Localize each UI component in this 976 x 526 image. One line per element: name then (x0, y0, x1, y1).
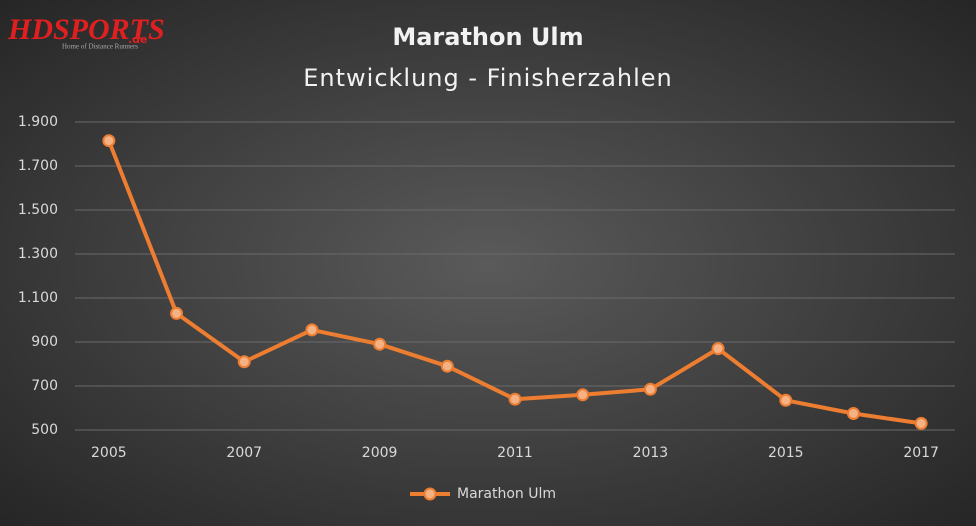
chart-subtitle: Entwicklung - Finisherzahlen (303, 64, 673, 92)
point (846, 407, 860, 420)
x-tick-label: 2013 (633, 445, 669, 461)
y-tick-label: 900 (31, 334, 58, 350)
x-tick-label: 2007 (226, 445, 262, 461)
y-tick-label: 1.900 (18, 114, 58, 130)
y-tick-label: 500 (31, 422, 58, 438)
y-tick-label: 1.300 (18, 246, 58, 262)
point (779, 393, 793, 407)
y-tick-label: 1.500 (18, 202, 58, 218)
logo-brand: HDSPORTS (7, 13, 165, 46)
legend-label: Marathon Ulm (457, 486, 556, 502)
point (373, 337, 387, 351)
point (914, 416, 928, 430)
logo-tagline: Home of Distance Runners (62, 43, 138, 51)
x-tick-label: 2011 (497, 445, 533, 461)
x-tick-label: 2017 (903, 445, 939, 461)
point (508, 392, 522, 406)
y-tick-label: 700 (31, 378, 58, 394)
point (305, 323, 319, 337)
legend-marker (423, 487, 437, 501)
point (643, 382, 657, 396)
x-tick-label: 2009 (362, 445, 398, 461)
y-tick-label: 1.700 (18, 158, 58, 174)
point (440, 359, 454, 373)
logo-domain: .de (128, 33, 148, 46)
x-tick-label: 2015 (768, 445, 804, 461)
y-tick-label: 1.100 (18, 290, 58, 306)
logo: HDSPORTS .de Home of Distance Runners (7, 13, 165, 51)
point (237, 355, 251, 369)
chart-title: Marathon Ulm (392, 23, 583, 51)
point (711, 342, 725, 356)
point (576, 388, 590, 402)
point (170, 306, 184, 320)
point (102, 134, 116, 148)
x-tick-label: 2005 (91, 445, 127, 461)
